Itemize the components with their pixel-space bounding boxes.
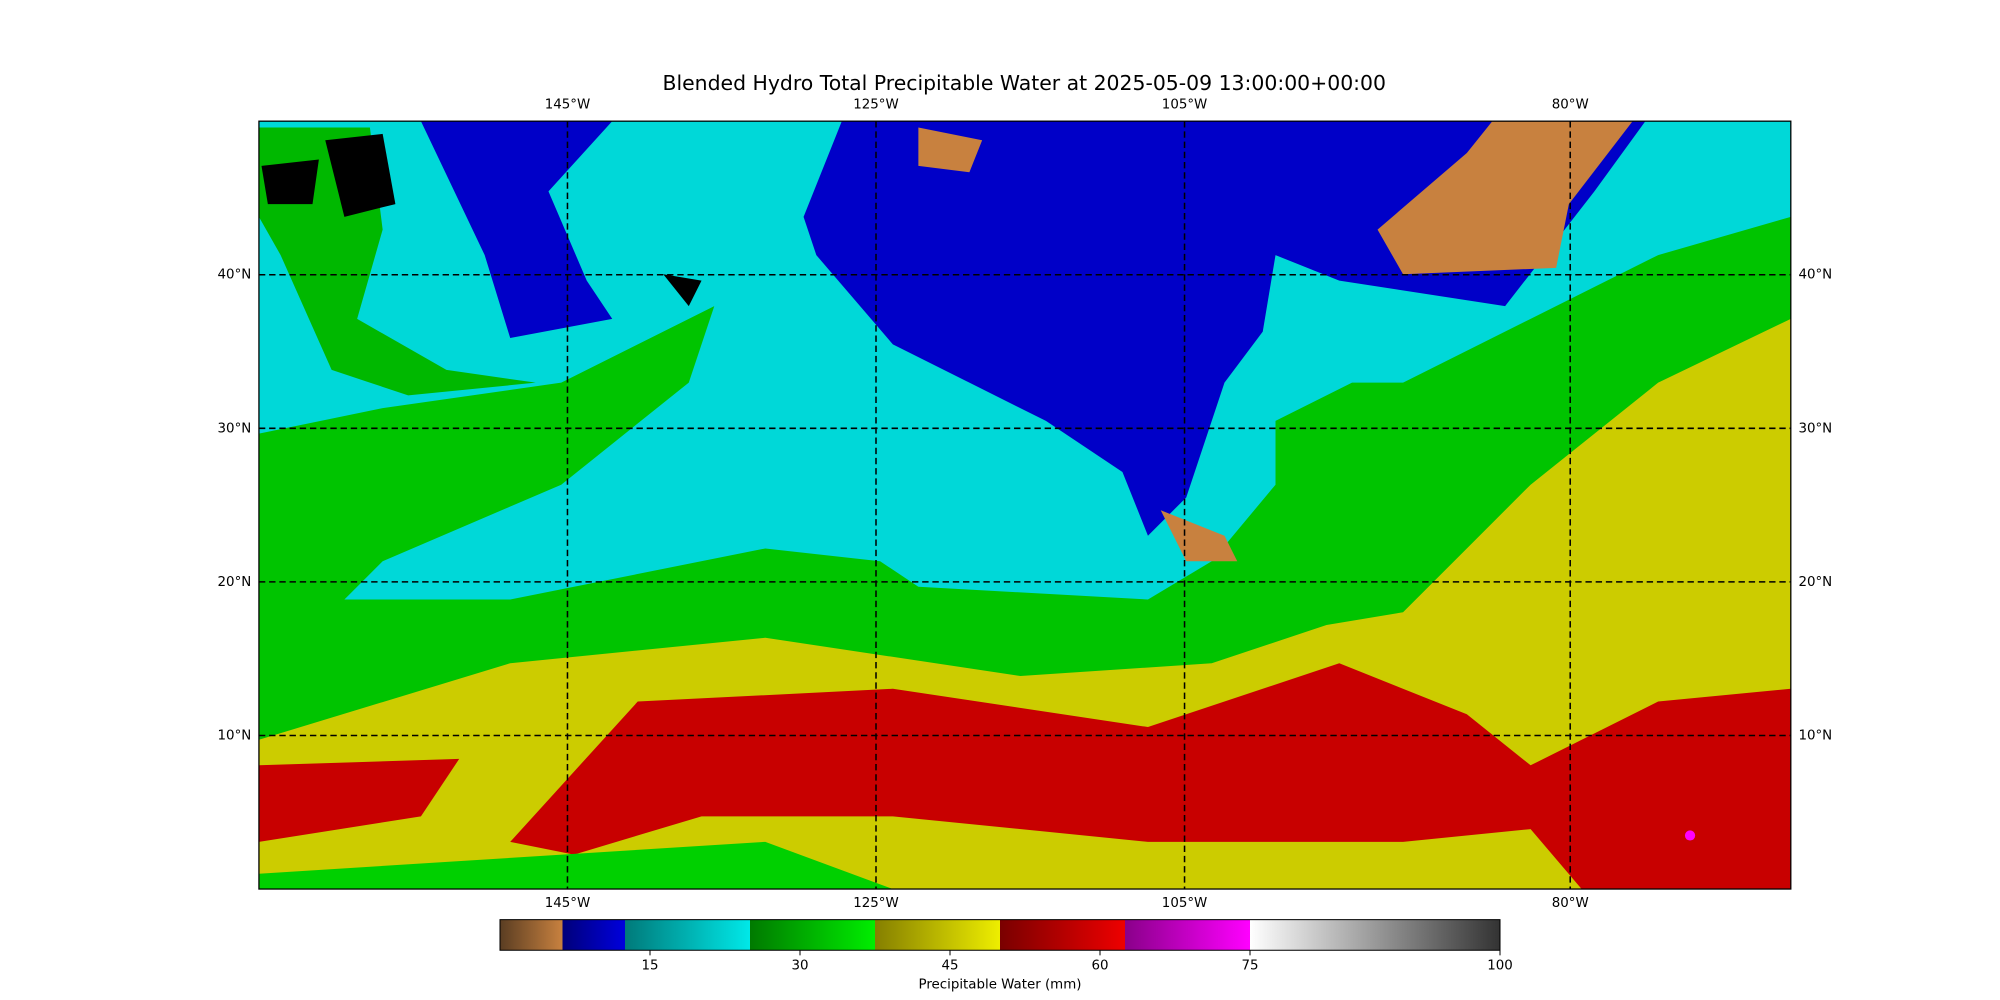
lon-tick-label: 125°W xyxy=(853,98,898,113)
colorbar-tick-label: 15 xyxy=(641,959,658,974)
lat-tick-label: 20°N xyxy=(218,575,252,590)
colorbar-segment xyxy=(1250,919,1500,951)
field-magenta xyxy=(1684,830,1696,841)
colorbar-segment xyxy=(500,919,563,951)
lon-tick-label: 105°W xyxy=(1162,896,1207,911)
lat-tick-label: 10°N xyxy=(1798,728,1832,743)
lat-tick-label: 40°N xyxy=(1798,268,1832,283)
lon-tick-label: 125°W xyxy=(853,896,898,911)
lon-tick-label: 145°W xyxy=(545,896,590,911)
colorbar-tick-label: 75 xyxy=(1241,959,1258,974)
map-title: Blended Hydro Total Precipitable Water a… xyxy=(662,71,1386,95)
lat-tick-label: 40°N xyxy=(218,268,252,283)
lat-tick-label: 10°N xyxy=(218,728,252,743)
colorbar-tick-label: 30 xyxy=(791,959,808,974)
colorbar-segment xyxy=(625,919,750,951)
colorbar-segment xyxy=(750,919,875,951)
field-missing xyxy=(663,274,702,307)
lat-tick-label: 20°N xyxy=(1798,575,1832,590)
colorbar-label: Precipitable Water (mm) xyxy=(919,978,1082,993)
field-brown xyxy=(1377,121,1633,275)
field-green xyxy=(258,841,893,890)
field-blue xyxy=(420,121,613,339)
map-frame xyxy=(258,120,1792,890)
map-field xyxy=(258,121,1791,890)
colorbar-tick-label: 60 xyxy=(1091,959,1108,974)
field-red xyxy=(510,663,1791,890)
lat-tick-label: 30°N xyxy=(218,421,252,436)
field-missing xyxy=(261,159,319,205)
lon-tick-label: 80°W xyxy=(1552,98,1589,113)
colorbar: 15 30 45 60 75 100 xyxy=(499,919,1513,974)
lon-tick-label: 105°W xyxy=(1162,98,1207,113)
field-brown xyxy=(1160,510,1238,562)
colorbar-tick-label: 45 xyxy=(941,959,958,974)
lat-tick-label: 30°N xyxy=(1798,421,1832,436)
colorbar-segment xyxy=(1125,919,1250,951)
field-green xyxy=(258,127,536,396)
field-brown xyxy=(918,127,983,173)
colorbar-segment xyxy=(562,919,625,951)
field-missing xyxy=(325,133,396,217)
field-red xyxy=(258,758,460,842)
colorbar-tick-label: 100 xyxy=(1487,959,1513,974)
graticule xyxy=(258,121,1791,890)
colorbar-segment xyxy=(1000,919,1125,951)
lon-tick-label: 145°W xyxy=(545,98,590,113)
lon-tick-label: 80°W xyxy=(1552,896,1589,911)
colorbar-frame xyxy=(499,919,1501,951)
colorbar-segment xyxy=(875,919,1000,951)
